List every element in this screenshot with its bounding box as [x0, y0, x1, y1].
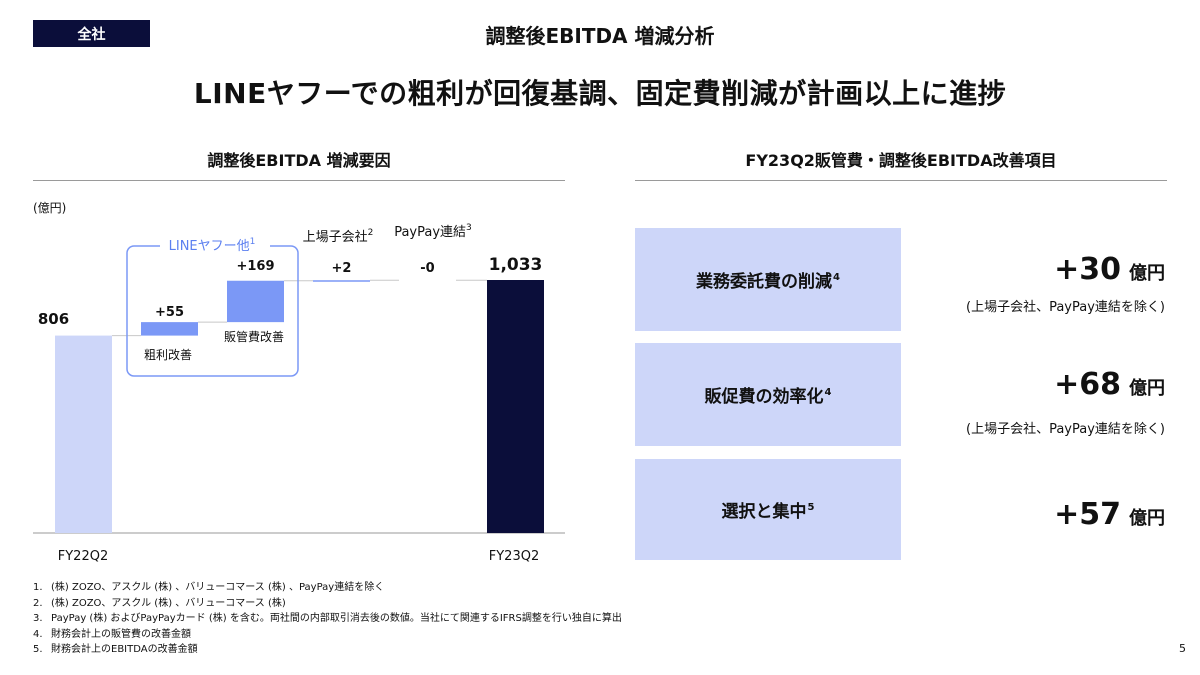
improvement-item-value-1: +68 億円 — [1054, 367, 1165, 402]
header-title: 調整後EBITDA 増減分析 — [485, 24, 715, 48]
chart-category-label-5: FY23Q2 — [489, 549, 539, 564]
footnote-number: 1. — [33, 582, 43, 593]
improvement-item-unit: 億円 — [1129, 378, 1165, 399]
footnote-text: 財務会計上の販管費の改善金額 — [51, 628, 191, 640]
chart-bar-5 — [487, 280, 544, 533]
improvement-item-unit: 億円 — [1129, 263, 1165, 284]
chart-group-label-bg — [160, 238, 270, 254]
chart-unit-label: (億円) — [33, 201, 66, 215]
improvement-item-value-0: +30 億円 — [1054, 252, 1165, 287]
footnotes: 1. (株) ZOZO、アスクル (株) 、バリューコマース (株) 、PayPa… — [33, 580, 622, 658]
footnote-number: 2. — [33, 597, 43, 609]
chart-data-label-4: -0 — [420, 261, 434, 276]
improvement-item-box-0: 業務委託費の削減4 — [635, 228, 901, 331]
improvement-item-amount: +57 — [1054, 497, 1121, 532]
improvement-item-amount: +30 — [1054, 252, 1121, 287]
improvement-item-note-1: (上場子会社、PayPay連結を除く) — [966, 422, 1165, 437]
chart-category-label-4: PayPay連結3 — [394, 223, 472, 240]
footnote-3: 3. PayPay (株) およびPayPayカード (株) を含む。両社間の内部… — [33, 611, 622, 627]
improvement-item-footnote-ref: 4 — [833, 272, 840, 284]
right-section-rule — [635, 180, 1167, 181]
left-section-title: 調整後EBITDA 増減要因 — [207, 151, 391, 170]
footnote-5: 5. 財務会計上のEBITDAの改善金額 — [33, 642, 622, 658]
footnote-text: (株) ZOZO、アスクル (株) 、バリューコマース (株) — [51, 597, 286, 609]
footnote-text: 財務会計上のEBITDAの改善金額 — [51, 644, 198, 655]
chart-bar-3 — [313, 280, 370, 282]
improvement-item-unit: 億円 — [1129, 508, 1165, 529]
footnote-number: 5. — [33, 644, 43, 655]
improvement-item-label: 販促費の効率化4 — [704, 387, 832, 407]
scope-badge: 全社 — [33, 20, 150, 47]
chart-category-label-0: FY22Q2 — [58, 549, 108, 564]
footnote-number: 3. — [33, 613, 43, 624]
chart-data-label-1: +55 — [155, 305, 184, 320]
left-section-rule — [33, 180, 565, 181]
improvement-item-box-1: 販促費の効率化4 — [635, 343, 901, 446]
chart-data-label-2: +169 — [236, 259, 274, 274]
right-section-title: FY23Q2販管費・調整後EBITDA改善項目 — [745, 151, 1057, 170]
headline: LINEヤフーでの粗利が回復基調、固定費削減が計画以上に進捗 — [193, 77, 1007, 110]
improvement-item-footnote-ref: 4 — [824, 387, 832, 399]
chart-category-label-3: 上場子会社2 — [303, 228, 374, 245]
waterfall-chart: (億円) LINEヤフー他1 806 +55 +169 +2 -0 1,033 FY22Q2 粗利… — [33, 201, 565, 564]
footnote-2: 2. (株) ZOZO、アスクル (株) 、バリューコマース (株) — [33, 596, 622, 612]
chart-data-label-0: 806 — [38, 310, 69, 328]
chart-bar-0 — [55, 335, 112, 533]
chart-data-label-3: +2 — [332, 261, 352, 276]
improvement-item-footnote-ref: 5 — [807, 502, 815, 514]
chart-bar-1 — [141, 322, 198, 336]
footnote-1: 1. (株) ZOZO、アスクル (株) 、バリューコマース (株) 、PayPa… — [33, 580, 622, 596]
improvement-item-note-0: (上場子会社、PayPay連結を除く) — [966, 300, 1165, 315]
footnote-text: PayPay (株) およびPayPayカード (株) を含む。両社間の内部取引… — [51, 613, 622, 624]
improvement-item-label: 業務委託費の削減4 — [696, 272, 840, 292]
improvement-item-box-2: 選択と集中5 — [635, 459, 901, 560]
footnote-4: 4. 財務会計上の販管費の改善金額 — [33, 627, 622, 643]
chart-category-label-1: 粗利改善 — [144, 347, 192, 362]
improvement-item-label: 選択と集中5 — [721, 502, 815, 522]
chart-category-label-2: 販管費改善 — [224, 329, 284, 344]
footnote-text: (株) ZOZO、アスクル (株) 、バリューコマース (株) 、PayPay連… — [51, 582, 385, 593]
chart-bar-2 — [227, 280, 284, 323]
improvement-item-amount: +68 — [1054, 367, 1121, 402]
chart-group-label: LINEヤフー他1 — [169, 237, 256, 254]
improvement-item-value-2: +57 億円 — [1054, 497, 1165, 532]
footnote-number: 4. — [33, 628, 43, 640]
chart-data-label-5: 1,033 — [489, 255, 543, 275]
page-number: 5 — [1179, 642, 1186, 655]
